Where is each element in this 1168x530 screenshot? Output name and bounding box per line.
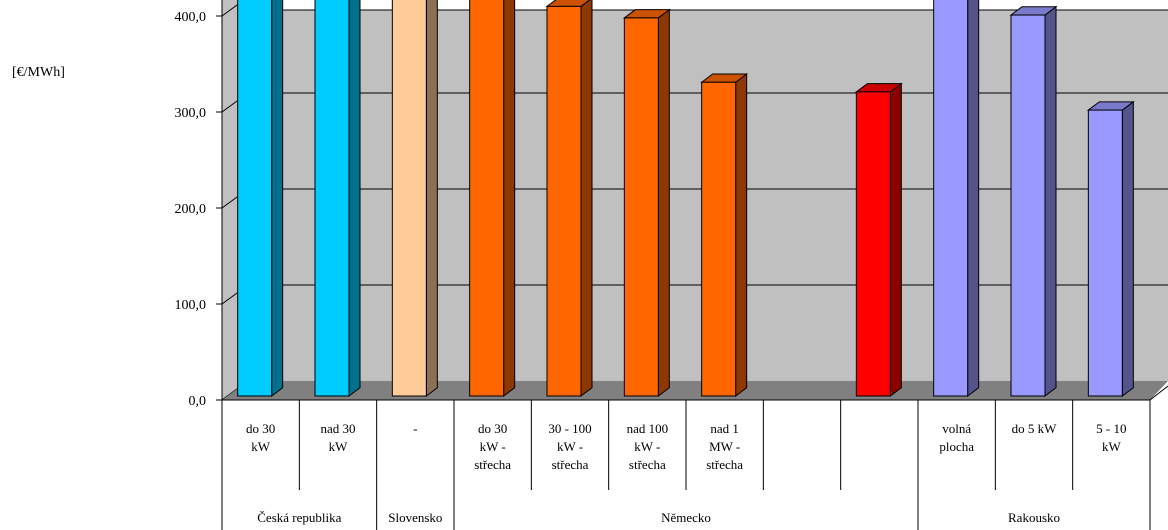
- category-label: nad 1: [710, 421, 739, 436]
- bar-side: [657, 8, 670, 397]
- category-label: plocha: [939, 439, 974, 454]
- y-tick-label: 0,0: [189, 394, 207, 409]
- bar-side: [1121, 100, 1134, 397]
- group-label: Česká republika: [257, 510, 341, 525]
- category-label: kW -: [557, 439, 583, 454]
- x-axis-corner: [1149, 385, 1168, 401]
- bar-side: [735, 72, 748, 397]
- category-label: kW -: [480, 439, 506, 454]
- bar: [1087, 109, 1123, 397]
- bar: [391, 0, 427, 397]
- category-label: střecha: [629, 457, 666, 472]
- bar: [469, 0, 505, 397]
- category-label: kW: [251, 439, 271, 454]
- bar: [701, 81, 737, 397]
- category-label: střecha: [706, 457, 743, 472]
- category-label: nad 100: [627, 421, 669, 436]
- bar: [855, 91, 891, 397]
- y-axis-unit-label: [€/MWh]: [12, 65, 65, 80]
- y-tick-label: 300,0: [175, 106, 207, 121]
- bar-side: [271, 0, 284, 397]
- y-tick-label: 400,0: [175, 10, 207, 25]
- bar: [623, 17, 659, 397]
- bar-side: [889, 82, 902, 397]
- bar-side: [503, 0, 516, 397]
- bar: [933, 0, 969, 397]
- bar-side: [580, 0, 593, 397]
- y-tick-label: 200,0: [175, 202, 207, 217]
- category-label: 5 - 10: [1096, 421, 1126, 436]
- category-label: střecha: [474, 457, 511, 472]
- group-label: Německo: [661, 510, 711, 525]
- bar-side: [348, 0, 361, 397]
- bar-side: [967, 0, 980, 397]
- group-label: Slovensko: [388, 510, 442, 525]
- bar: [314, 0, 350, 397]
- category-label: do 30: [246, 421, 275, 436]
- category-label: do 5 kW: [1012, 421, 1058, 436]
- category-label: kW: [1102, 439, 1122, 454]
- bar-side: [425, 0, 438, 397]
- bar: [237, 0, 273, 397]
- category-label: kW -: [634, 439, 660, 454]
- category-label: nad 30: [320, 421, 355, 436]
- bar: [1010, 14, 1046, 397]
- category-label: střecha: [552, 457, 589, 472]
- bar: [546, 5, 582, 397]
- y-tick-label: 100,0: [175, 298, 207, 313]
- category-label: MW -: [709, 439, 740, 454]
- bar-side: [1044, 5, 1057, 397]
- category-label: -: [413, 421, 417, 436]
- group-label: Rakousko: [1008, 510, 1060, 525]
- category-label: volná: [942, 421, 971, 436]
- plot-floor: [222, 381, 1168, 400]
- category-label: 30 - 100: [548, 421, 591, 436]
- category-label: do 30: [478, 421, 507, 436]
- category-label: kW: [329, 439, 349, 454]
